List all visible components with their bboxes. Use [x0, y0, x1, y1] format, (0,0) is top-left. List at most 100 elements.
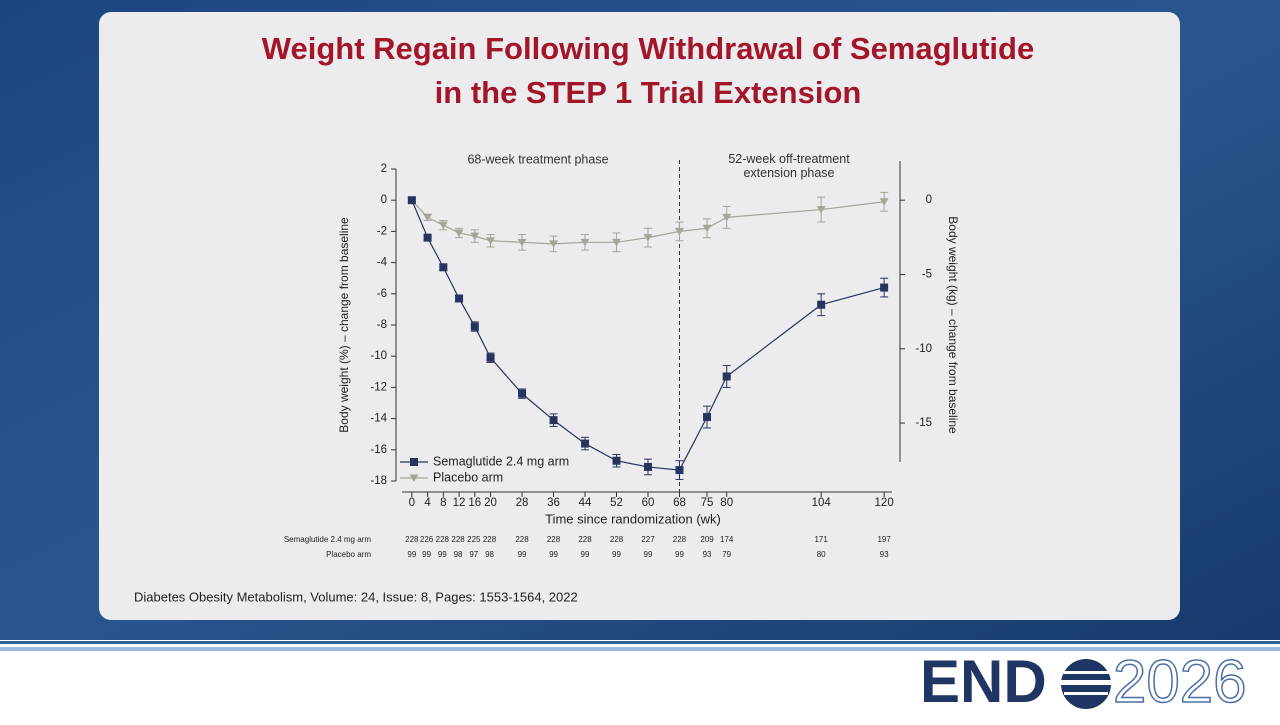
at-risk-value: 228 [673, 535, 687, 544]
at-risk-value: 225 [467, 535, 481, 544]
y-tick-label: 2 [381, 163, 387, 175]
at-risk-value: 227 [641, 535, 655, 544]
at-risk-label: Semaglutide 2.4 mg arm [284, 535, 371, 544]
phase-label: 52-week off-treatment extension phase [728, 152, 850, 180]
legend-marker [410, 458, 418, 466]
at-risk-value: 79 [722, 550, 731, 559]
y-tick-label: -10 [370, 350, 387, 362]
legend-label: Semaglutide 2.4 mg arm [433, 454, 569, 468]
marker [722, 213, 732, 222]
marker [517, 238, 527, 247]
marker [612, 456, 621, 465]
marker [816, 206, 826, 214]
at-risk-value: 228 [578, 535, 592, 544]
marker [703, 413, 712, 422]
y-tick-label: -6 [377, 288, 387, 300]
logo-text: 2026 [1113, 648, 1246, 715]
y2-tick-label: -15 [915, 417, 932, 429]
x-tick-label: 44 [579, 497, 592, 509]
marker [486, 353, 495, 362]
marker [549, 240, 559, 248]
citation: Diabetes Obesity Metabolism, Volume: 24,… [134, 589, 578, 604]
marker [454, 229, 464, 237]
at-risk-value: 99 [612, 550, 621, 559]
y2-tick-label: -5 [922, 269, 932, 281]
y-tick-label: -2 [377, 225, 387, 237]
at-risk-value: 171 [814, 535, 828, 544]
marker [470, 232, 480, 241]
x-tick-label: 28 [516, 497, 529, 509]
series-line [411, 199, 885, 245]
marker [674, 227, 684, 236]
at-risk-value: 174 [720, 535, 734, 544]
x-tick-label: 8 [440, 497, 446, 509]
marker [438, 221, 448, 230]
marker [580, 238, 590, 247]
legend-marker [409, 474, 419, 482]
at-risk-value: 93 [880, 550, 889, 559]
at-risk-value: 99 [644, 550, 653, 559]
logo-text: END [920, 648, 1047, 715]
y-tick-label: -12 [370, 381, 387, 393]
marker [675, 466, 684, 475]
x-tick-label: 60 [642, 497, 655, 509]
at-risk-value: 98 [485, 550, 494, 559]
marker [643, 462, 652, 471]
marker [423, 233, 432, 242]
marker [702, 224, 712, 233]
at-risk-value: 228 [483, 535, 497, 544]
at-risk-value: 228 [436, 535, 450, 544]
at-risk-value: 98 [454, 550, 463, 559]
marker [643, 234, 653, 242]
marker [722, 372, 731, 381]
at-risk-value: 226 [420, 535, 434, 544]
at-risk-value: 99 [675, 550, 684, 559]
y-axis-label: Body weight (%) – change from baseline [337, 217, 351, 433]
x-tick-label: 75 [701, 497, 714, 509]
y2-axis-label: Body weight (kg) – change from baseline [946, 216, 960, 434]
at-risk-value: 99 [549, 550, 558, 559]
x-tick-label: 4 [424, 497, 431, 509]
chart: 20-2-4-6-8-10-12-14-16-180-5-10-150 4 8 12 1… [284, 152, 960, 559]
at-risk-value: 80 [817, 550, 826, 559]
x-tick-label: 16 [468, 497, 481, 509]
marker [423, 213, 433, 222]
y2-tick-label: -10 [915, 343, 932, 355]
marker [486, 237, 496, 245]
x-tick-label: 0 [409, 497, 415, 509]
panel [99, 12, 1180, 620]
x-tick-label: 12 [453, 497, 466, 509]
at-risk-value: 99 [422, 550, 431, 559]
x-tick-label: 68 [673, 497, 686, 509]
at-risk-value: 228 [515, 535, 529, 544]
footer-line [0, 647, 1280, 651]
marker [817, 300, 826, 309]
at-risk-value: 228 [451, 535, 465, 544]
y-tick-label: -16 [370, 444, 387, 456]
y-tick-label: -8 [377, 319, 387, 331]
x-tick-label: 20 [484, 497, 497, 509]
at-risk-value: 99 [581, 550, 590, 559]
marker [407, 196, 416, 205]
marker [611, 238, 621, 247]
at-risk-value: 197 [877, 535, 891, 544]
y-tick-label: -4 [377, 257, 388, 269]
marker [455, 294, 464, 303]
x-tick-label: 104 [812, 497, 832, 509]
logo-globe [1061, 659, 1111, 709]
marker [518, 389, 527, 398]
footer-line [0, 641, 1280, 644]
marker [880, 283, 889, 292]
marker [470, 322, 479, 331]
at-risk-value: 228 [405, 535, 419, 544]
marker [549, 416, 558, 425]
y-tick-label: -14 [370, 413, 387, 425]
x-tick-label: 120 [875, 497, 894, 509]
series-line [411, 199, 885, 471]
x-tick-label: 80 [720, 497, 733, 509]
y-tick-label: 0 [381, 194, 387, 206]
at-risk-value: 228 [610, 535, 624, 544]
at-risk-value: 99 [518, 550, 527, 559]
marker [879, 198, 889, 206]
